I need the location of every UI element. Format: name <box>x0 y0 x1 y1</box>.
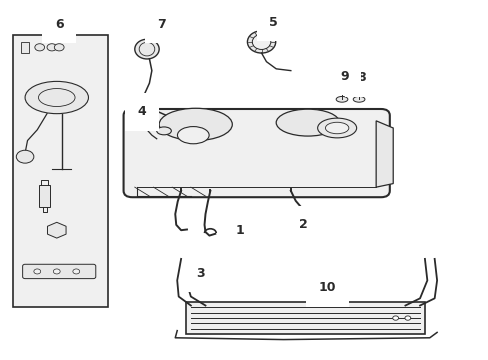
Ellipse shape <box>325 122 348 134</box>
Ellipse shape <box>135 39 159 59</box>
Bar <box>13 35 108 307</box>
Bar <box>39 185 50 207</box>
Text: 2: 2 <box>296 211 307 231</box>
Text: 9: 9 <box>340 69 348 85</box>
Circle shape <box>16 150 34 163</box>
Ellipse shape <box>352 96 364 102</box>
Ellipse shape <box>177 127 209 144</box>
Bar <box>185 302 424 334</box>
Ellipse shape <box>354 89 362 93</box>
Ellipse shape <box>157 127 171 135</box>
Polygon shape <box>375 121 392 187</box>
Text: 3: 3 <box>196 260 204 280</box>
Ellipse shape <box>335 96 347 102</box>
Circle shape <box>34 269 41 274</box>
Ellipse shape <box>276 109 339 136</box>
Circle shape <box>404 316 410 320</box>
Text: 4: 4 <box>138 105 146 118</box>
FancyBboxPatch shape <box>123 109 389 197</box>
Ellipse shape <box>133 107 150 117</box>
Ellipse shape <box>247 31 275 53</box>
Ellipse shape <box>317 118 356 138</box>
Text: 6: 6 <box>55 18 63 32</box>
Text: 7: 7 <box>157 18 165 31</box>
Text: 8: 8 <box>356 71 365 86</box>
Ellipse shape <box>252 35 270 49</box>
Text: 5: 5 <box>269 16 278 31</box>
Ellipse shape <box>159 108 232 140</box>
Circle shape <box>54 44 64 51</box>
Ellipse shape <box>337 89 345 93</box>
Text: 10: 10 <box>318 281 335 298</box>
FancyBboxPatch shape <box>22 264 96 279</box>
Circle shape <box>392 316 398 320</box>
Text: 1: 1 <box>235 216 244 237</box>
Circle shape <box>73 269 80 274</box>
Circle shape <box>53 269 60 274</box>
Circle shape <box>47 44 57 51</box>
Ellipse shape <box>25 81 88 114</box>
Circle shape <box>35 44 44 51</box>
Bar <box>21 42 29 53</box>
